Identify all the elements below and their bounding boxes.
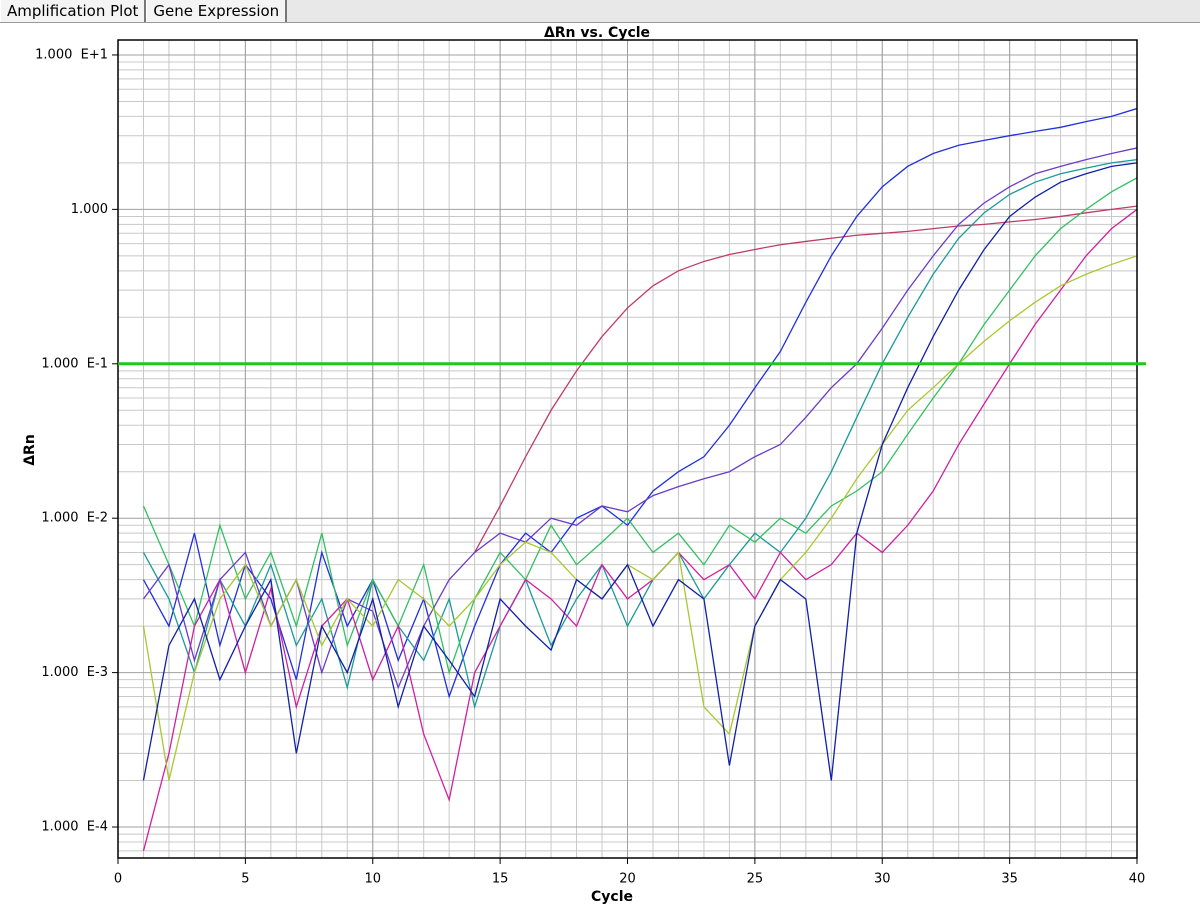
x-tick-label: 25: [747, 872, 764, 887]
amplification-curve: [142, 177, 1137, 675]
tab[interactable]: Gene Expression: [146, 0, 288, 22]
chart-title: ΔRn vs. Cycle: [544, 25, 650, 41]
y-tick-label: 1.000: [71, 202, 108, 217]
x-axis-label: Cycle: [591, 889, 633, 905]
amplification-curve: [142, 107, 1137, 699]
x-tick-label: 10: [364, 872, 381, 887]
x-tick-label: 15: [492, 872, 509, 887]
amplification-curve: [142, 162, 1137, 781]
y-tick-label: 1.000 E-2: [41, 511, 108, 526]
y-axis-label: ΔRn: [22, 434, 38, 466]
amplification-curve: [142, 255, 1137, 781]
x-tick-label: 0: [114, 872, 122, 887]
y-tick-label: 1.000 E-3: [41, 665, 108, 680]
amplification-curve: [474, 205, 1137, 553]
tab-bar: Amplification Plot Gene Expression: [0, 0, 1200, 23]
tab[interactable]: Amplification Plot: [0, 0, 147, 22]
y-tick-label: 1.000 E+1: [35, 47, 108, 62]
x-tick-label: 5: [241, 872, 249, 887]
x-tick-label: 30: [874, 872, 891, 887]
y-tick-label: 1.000 E-4: [41, 820, 108, 835]
x-tick-label: 40: [1129, 872, 1146, 887]
curves: [142, 107, 1137, 852]
grid: [117, 40, 1138, 858]
amplification-curve: [142, 147, 1137, 690]
y-tick-label: 1.000 E-1: [41, 356, 108, 371]
x-tick-label: 20: [619, 872, 636, 887]
x-tick-label: 35: [1001, 872, 1018, 887]
amplification-curve: [142, 208, 1137, 852]
amplification-curve: [142, 158, 1137, 710]
